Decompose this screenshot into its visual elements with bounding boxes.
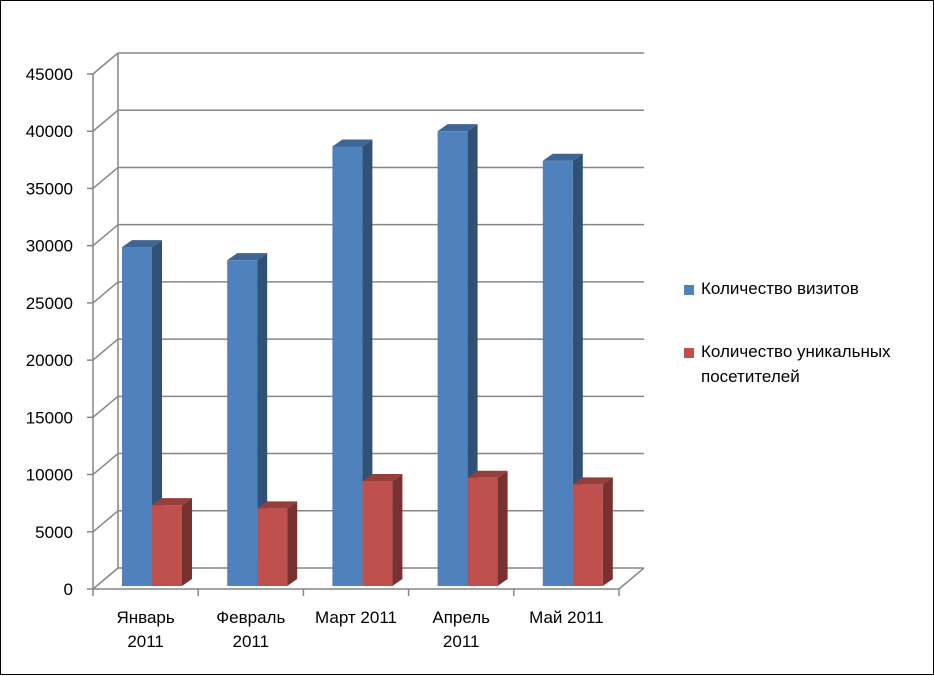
bar-side bbox=[287, 501, 298, 586]
bar bbox=[467, 477, 498, 586]
bar bbox=[332, 146, 363, 587]
y-tick-label: 30000 bbox=[26, 237, 73, 256]
bar bbox=[572, 484, 603, 586]
bar-side bbox=[602, 477, 613, 586]
legend-swatch bbox=[684, 285, 694, 295]
gridline-side bbox=[92, 166, 119, 190]
bar bbox=[542, 160, 573, 586]
bar-side bbox=[362, 139, 373, 587]
gridline-side bbox=[92, 338, 119, 361]
bar-top bbox=[437, 124, 478, 132]
bar-side bbox=[152, 240, 162, 587]
y-tick-label: 15000 bbox=[26, 408, 73, 427]
bar-side bbox=[497, 470, 508, 586]
legend-label: Количество визитов bbox=[701, 279, 859, 298]
y-tick-label: 0 bbox=[64, 580, 73, 599]
x-tick-label: Май 2011 bbox=[529, 608, 604, 627]
bar-top bbox=[467, 470, 508, 478]
bar-top bbox=[572, 477, 613, 485]
bar-side bbox=[467, 124, 478, 586]
bar bbox=[152, 505, 182, 586]
y-tick-label: 20000 bbox=[26, 351, 73, 370]
bar-top bbox=[542, 153, 583, 161]
x-tick-label: Январь bbox=[116, 608, 174, 627]
y-tick-label: 45000 bbox=[26, 65, 73, 84]
gridline-side bbox=[92, 510, 119, 533]
gridline-side bbox=[92, 567, 119, 590]
x-tick-label: Апрель bbox=[432, 608, 490, 627]
bar-top bbox=[362, 474, 403, 482]
x-tick-label: Февраль bbox=[216, 608, 285, 627]
bar-top bbox=[332, 139, 373, 147]
bar-side bbox=[572, 153, 583, 586]
x-tick-label: 2011 bbox=[443, 632, 480, 651]
y-tick-label: 25000 bbox=[26, 294, 73, 313]
y-tick-label: 35000 bbox=[26, 179, 73, 198]
bar-top bbox=[227, 253, 268, 261]
legend-label: Количество уникальных bbox=[701, 342, 891, 361]
bar bbox=[362, 481, 393, 586]
bars bbox=[122, 124, 613, 587]
gridline-side bbox=[92, 52, 119, 75]
axis-labels: 0 5000 10000 15000 20000 25000 30000 35000 40000… bbox=[26, 65, 604, 651]
y-tick-label: 40000 bbox=[26, 122, 73, 141]
bar bbox=[122, 247, 152, 587]
legend-label: посетителей bbox=[701, 367, 800, 386]
bar-top bbox=[257, 501, 298, 509]
bar bbox=[227, 260, 258, 586]
legend: Количество визитов Количество уникальных п… bbox=[684, 279, 891, 386]
x-tick-label: Март 2011 bbox=[315, 608, 397, 627]
gridline-side bbox=[92, 452, 119, 476]
floor-edge bbox=[618, 567, 645, 590]
bar-side bbox=[182, 498, 192, 586]
bar bbox=[257, 508, 288, 586]
bar-side bbox=[392, 474, 403, 586]
legend-swatch bbox=[684, 348, 694, 358]
gridline-side bbox=[92, 109, 119, 132]
x-tick-label: 2011 bbox=[127, 632, 164, 651]
bar-top bbox=[152, 498, 192, 506]
bar bbox=[437, 131, 468, 586]
gridline-side bbox=[92, 281, 119, 304]
bar-top bbox=[122, 240, 162, 248]
gridline-side bbox=[92, 224, 119, 247]
bar-side bbox=[257, 253, 268, 587]
y-tick-label: 10000 bbox=[26, 466, 73, 485]
x-tick-label: 2011 bbox=[233, 632, 270, 651]
gridline-side bbox=[92, 395, 119, 418]
axes bbox=[87, 53, 645, 596]
y-tick-label: 5000 bbox=[35, 523, 73, 542]
